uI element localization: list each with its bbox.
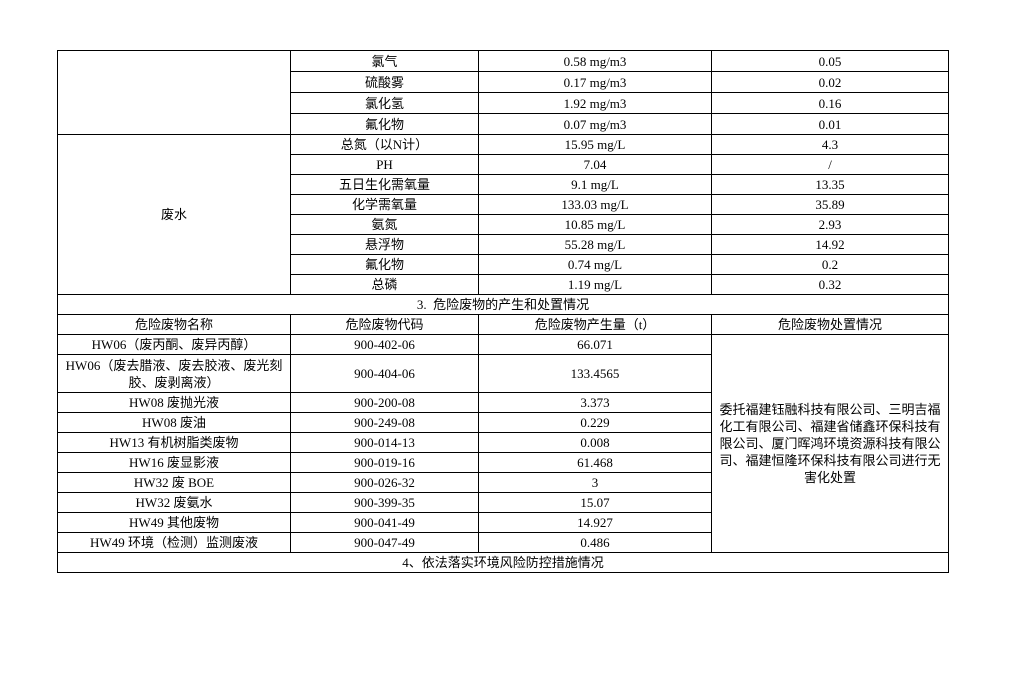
waste-name-cell: HW49 环境（检测）监测废液 (57, 532, 291, 553)
table-row: HW16 废显影液 900-019-16 61.468 (57, 452, 949, 473)
pollutant-value-cell: 1.19 mg/L (478, 274, 712, 295)
pollutant-value-cell: 15.95 mg/L (478, 134, 712, 155)
pollutant-amount-cell: 0.05 (711, 50, 949, 72)
table-row: 废水 总氮（以N计） 15.95 mg/L 4.3 (57, 134, 949, 295)
pollutant-amount-cell: 13.35 (711, 174, 949, 195)
waste-code-cell: 900-019-16 (290, 452, 479, 473)
air-category-cell (57, 50, 291, 135)
pollutant-amount-cell: 14.92 (711, 234, 949, 255)
pollutant-name-cell: 氯化氢 (290, 92, 479, 114)
table-row: HW49 环境（检测）监测废液 900-047-49 0.486 (57, 532, 949, 553)
waste-code-cell: 900-404-06 (290, 354, 479, 393)
pollutant-amount-cell: 0.01 (711, 113, 949, 135)
waste-name-cell: HW32 废 BOE (57, 472, 291, 493)
pollutant-value-cell: 0.58 mg/m3 (478, 50, 712, 72)
pollutant-amount-cell: 2.93 (711, 214, 949, 235)
pollutant-value-cell: 133.03 mg/L (478, 194, 712, 215)
waste-quantity-cell: 133.4565 (478, 354, 712, 393)
pollutant-value-cell: 0.74 mg/L (478, 254, 712, 275)
pollutant-name-cell: 悬浮物 (290, 234, 479, 255)
waste-name-cell: HW32 废氨水 (57, 492, 291, 513)
waste-name-cell: HW06（废丙酮、废异丙醇） (57, 334, 291, 355)
table-row: 氟化物 0.74 mg/L 0.2 (58, 254, 949, 275)
section-title-risk-control: 4、依法落实环境风险防控措施情况 (57, 552, 949, 573)
waste-name-cell: HW13 有机树脂类废物 (57, 432, 291, 453)
table-row: 化学需氧量 133.03 mg/L 35.89 (58, 194, 949, 215)
waste-code-cell: 900-402-06 (290, 334, 479, 355)
column-header-waste-disposal: 危险废物处置情况 (711, 314, 949, 335)
waste-code-cell: 900-200-08 (290, 392, 479, 413)
table-row: 氯化氢 1.92 mg/m3 0.16 (58, 92, 949, 114)
waste-quantity-cell: 14.927 (478, 512, 712, 533)
waste-name-cell: HW49 其他废物 (57, 512, 291, 533)
table-row: 危险废物名称 危险废物代码 危险废物产生量（t） 危险废物处置情况 (57, 314, 949, 335)
pollutant-name-cell: 氟化物 (290, 113, 479, 135)
pollutant-name-cell: 五日生化需氧量 (290, 174, 479, 195)
pollutant-name-cell: 总磷 (290, 274, 479, 295)
waste-quantity-cell: 61.468 (478, 452, 712, 473)
table-row: 悬浮物 55.28 mg/L 14.92 (58, 234, 949, 255)
waste-code-cell: 900-399-35 (290, 492, 479, 513)
table-row: 4、依法落实环境风险防控措施情况 (57, 552, 949, 573)
pollutant-name-cell: 氟化物 (290, 254, 479, 275)
table-row: HW08 废抛光液 900-200-08 3.373 (57, 392, 949, 413)
waste-name-cell: HW16 废显影液 (57, 452, 291, 473)
waste-quantity-cell: 3.373 (478, 392, 712, 413)
column-header-waste-code: 危险废物代码 (290, 314, 479, 335)
waste-quantity-cell: 15.07 (478, 492, 712, 513)
pollutant-amount-cell: 0.02 (711, 71, 949, 93)
pollutant-name-cell: 总氮（以N计） (290, 134, 479, 155)
waste-code-cell: 900-047-49 (290, 532, 479, 553)
waste-quantity-cell: 0.486 (478, 532, 712, 553)
waste-code-cell: 900-041-49 (290, 512, 479, 533)
waste-code-cell: 900-249-08 (290, 412, 479, 433)
table-row: HW13 有机树脂类废物 900-014-13 0.008 (57, 432, 949, 453)
pollutant-value-cell: 1.92 mg/m3 (478, 92, 712, 114)
table-row: 总磷 1.19 mg/L 0.32 (58, 274, 949, 295)
pollutant-amount-cell: 0.16 (711, 92, 949, 114)
pollutant-value-cell: 55.28 mg/L (478, 234, 712, 255)
pollutant-amount-cell: 0.2 (711, 254, 949, 275)
pollutant-value-cell: 7.04 (478, 154, 712, 175)
pollutant-name-cell: PH (290, 154, 479, 175)
waste-quantity-cell: 66.071 (478, 334, 712, 355)
pollutant-name-cell: 硫酸雾 (290, 71, 479, 93)
pollutant-name-cell: 氨氮 (290, 214, 479, 235)
column-header-waste-name: 危险废物名称 (57, 314, 291, 335)
pollutant-amount-cell: 0.32 (711, 274, 949, 295)
table-row: PH 7.04 / (58, 154, 949, 175)
waste-quantity-cell: 0.229 (478, 412, 712, 433)
pollutant-name-cell: 氯气 (290, 50, 479, 72)
waste-code-cell: 900-026-32 (290, 472, 479, 493)
pollutant-amount-cell: 4.3 (711, 134, 949, 155)
pollutant-amount-cell: / (711, 154, 949, 175)
section-title-hazardous-waste: 3. 危险废物的产生和处置情况 (57, 294, 949, 315)
waste-quantity-cell: 3 (478, 472, 712, 493)
table-row: HW06（废去腊液、废去胶液、废光刻胶、废剥离液） 900-404-06 133… (57, 354, 949, 393)
environmental-report-table: 氯气 0.58 mg/m3 0.05 硫酸雾 0.17 mg/m3 0.02 氯… (57, 50, 949, 573)
waste-name-cell: HW08 废抛光液 (57, 392, 291, 413)
column-header-waste-quantity: 危险废物产生量（t） (478, 314, 712, 335)
table-row: 氯气 0.58 mg/m3 0.05 (57, 50, 949, 135)
pollutant-value-cell: 10.85 mg/L (478, 214, 712, 235)
waste-name-cell: HW08 废油 (57, 412, 291, 433)
table-row: HW06（废丙酮、废异丙醇） 900-402-06 66.071 委托福建钰融科… (57, 334, 949, 553)
pollutant-value-cell: 0.17 mg/m3 (478, 71, 712, 93)
waste-quantity-cell: 0.008 (478, 432, 712, 453)
waste-disposal-note-cell: 委托福建钰融科技有限公司、三明吉福化工有限公司、福建省储鑫环保科技有限公司、厦门… (711, 334, 949, 553)
table-row: 3. 危险废物的产生和处置情况 (57, 294, 949, 315)
pollutant-amount-cell: 35.89 (711, 194, 949, 215)
waste-code-cell: 900-014-13 (290, 432, 479, 453)
pollutant-value-cell: 9.1 mg/L (478, 174, 712, 195)
wastewater-category-cell: 废水 (57, 134, 291, 295)
pollutant-value-cell: 0.07 mg/m3 (478, 113, 712, 135)
pollutant-name-cell: 化学需氧量 (290, 194, 479, 215)
waste-name-cell: HW06（废去腊液、废去胶液、废光刻胶、废剥离液） (57, 354, 291, 393)
